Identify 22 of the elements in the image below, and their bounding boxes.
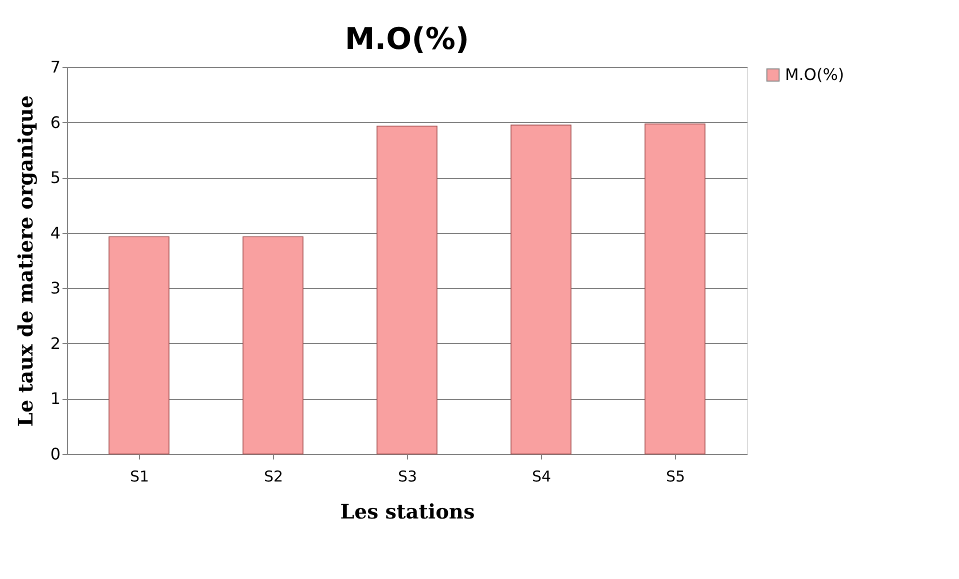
x-tick-label: S1 — [130, 468, 150, 486]
y-tick-label: 0 — [50, 444, 60, 464]
y-tick-label: 7 — [50, 58, 60, 76]
legend-label: M.O(%) — [785, 65, 844, 84]
y-tick-label: 6 — [50, 112, 60, 132]
bar — [242, 236, 304, 454]
y-tick-label: 3 — [50, 278, 60, 298]
y-tick-label: 4 — [50, 223, 60, 242]
x-tick-label: S2 — [264, 468, 284, 486]
x-tick-label: S5 — [666, 468, 686, 486]
y-tick-label: 2 — [50, 334, 60, 353]
y-axis-title: Le taux de matiere organique — [13, 95, 38, 427]
y-tick-label: 1 — [50, 389, 60, 408]
chart-title: M.O(%) — [344, 22, 470, 57]
y-tick-label: 5 — [50, 168, 60, 188]
bar — [108, 236, 170, 454]
x-tick-label: S3 — [398, 468, 418, 486]
bar — [510, 124, 572, 454]
bar — [376, 126, 438, 454]
bar — [644, 124, 706, 454]
x-axis-title: Les stations — [340, 500, 475, 524]
x-tick-label: S4 — [532, 468, 552, 486]
